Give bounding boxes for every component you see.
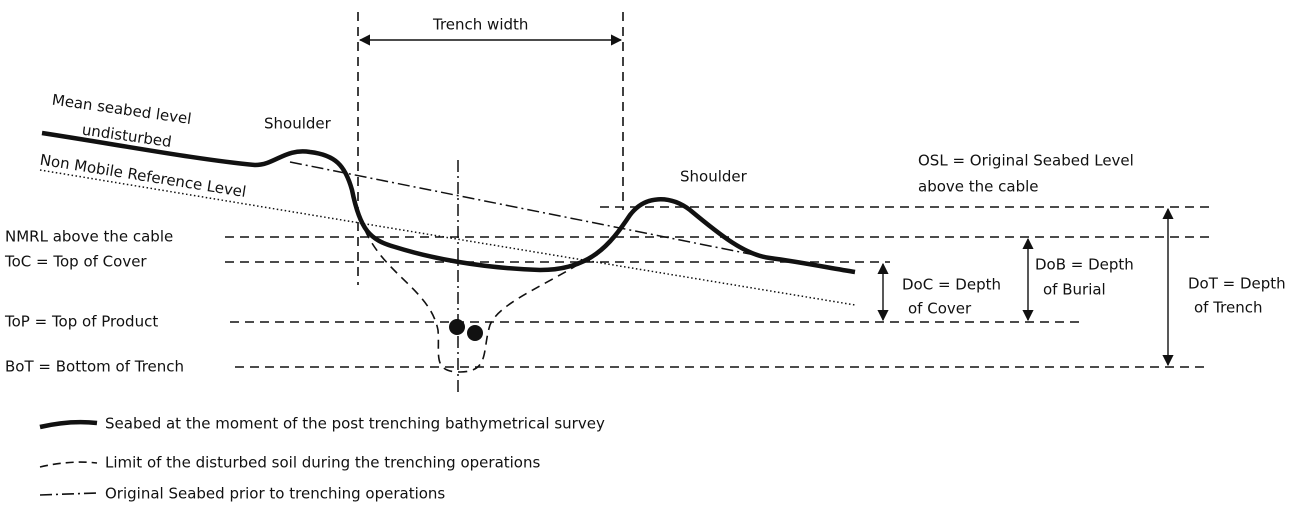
label: DoC = Depth [902, 276, 1001, 294]
legend-text: Seabed at the moment of the post trenchi… [105, 415, 605, 433]
label: DoB = Depth [1035, 256, 1134, 274]
lines [39, 12, 1210, 496]
label: NMRL above the cable [5, 228, 173, 246]
label: ToC = Top of Cover [4, 253, 147, 271]
label: OSL = Original Seabed Level [918, 152, 1134, 170]
legend-text: Limit of the disturbed soil during the t… [105, 454, 540, 472]
label: above the cable [918, 178, 1039, 196]
labels: Trench width Mean seabed level undisturb… [4, 16, 1286, 503]
legend-text: Original Seabed prior to trenching opera… [105, 485, 445, 503]
label: Shoulder [264, 115, 332, 133]
label: of Trench [1194, 299, 1263, 317]
label: DoT = Depth [1188, 275, 1286, 293]
label: of Burial [1043, 281, 1106, 299]
label: Trench width [432, 16, 528, 34]
label: Mean seabed level [51, 91, 193, 128]
label: Shoulder [680, 168, 748, 186]
label: BoT = Bottom of Trench [5, 358, 184, 376]
label: of Cover [908, 300, 972, 318]
label: ToP = Top of Product [4, 313, 158, 331]
